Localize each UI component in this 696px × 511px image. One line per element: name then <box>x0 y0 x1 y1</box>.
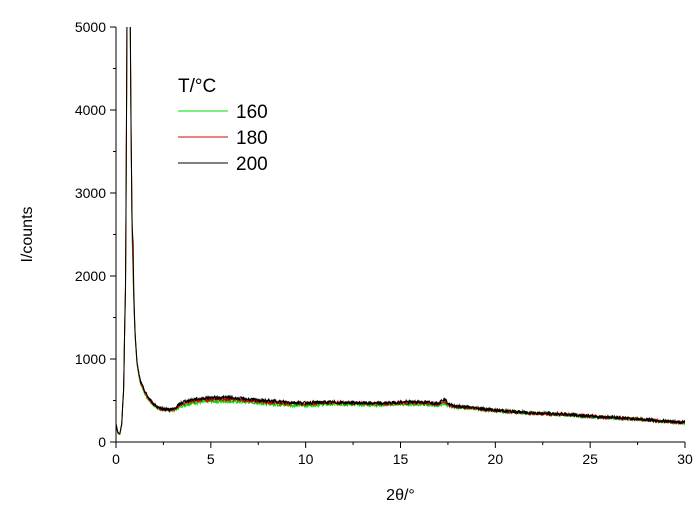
legend-title: T/°C <box>178 76 216 97</box>
series-layer <box>116 27 685 436</box>
series-line-200 <box>116 27 685 435</box>
x-tick-label: 10 <box>298 451 314 467</box>
x-axis-label: 2θ/° <box>386 487 415 504</box>
y-tick-label: 5000 <box>75 19 106 35</box>
legend-label-200: 200 <box>236 154 268 175</box>
axes: 0 5 10 15 20 25 30 0 1000 2000 3000 4000 5000 2θ/° I/c… <box>19 19 693 504</box>
x-tick-label: 15 <box>393 451 409 467</box>
legend-label-160: 160 <box>236 102 268 123</box>
x-tick-label: 25 <box>582 451 598 467</box>
legend: T/°C 160 180 200 <box>178 76 268 175</box>
series-line-180 <box>116 27 685 435</box>
y-axis-label: I/counts <box>19 206 36 262</box>
y-tick-label: 3000 <box>75 185 106 201</box>
x-tick-label: 0 <box>112 451 120 467</box>
x-tick-label: 5 <box>207 451 215 467</box>
y-tick-label: 1000 <box>75 351 106 367</box>
y-tick-label: 2000 <box>75 268 106 284</box>
x-tick-label: 20 <box>488 451 504 467</box>
x-tick-label: 30 <box>677 451 693 467</box>
y-tick-label: 0 <box>98 434 106 450</box>
legend-label-180: 180 <box>236 128 268 149</box>
series-line-160 <box>116 27 685 436</box>
y-tick-label: 4000 <box>75 102 106 118</box>
